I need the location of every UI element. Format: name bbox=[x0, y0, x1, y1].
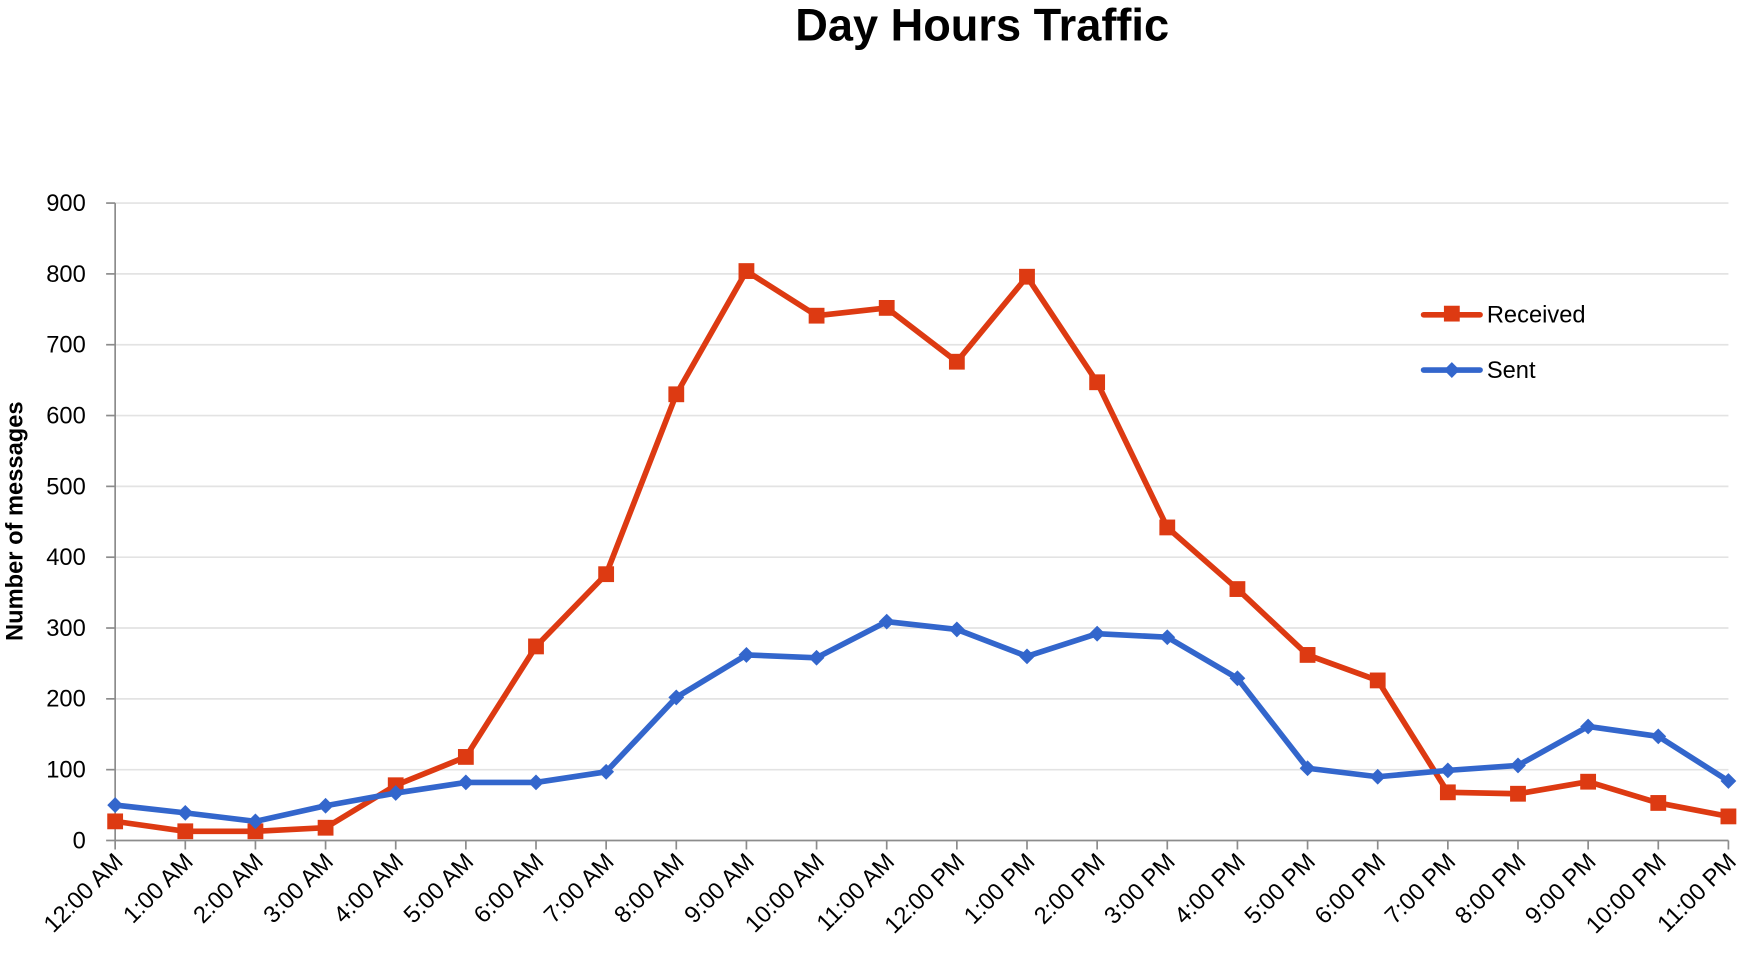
square-marker-icon bbox=[1089, 374, 1106, 391]
x-tick-label: 5:00 AM bbox=[399, 849, 479, 929]
y-tick-label: 600 bbox=[46, 403, 86, 429]
x-tick-label: 1:00 AM bbox=[119, 849, 199, 929]
x-tick-label: 8:00 AM bbox=[610, 849, 690, 929]
square-marker-icon bbox=[1369, 672, 1386, 689]
diamond-marker-icon bbox=[948, 621, 965, 638]
square-marker-icon bbox=[1019, 268, 1035, 285]
y-tick-label: 500 bbox=[46, 474, 86, 500]
square-marker-icon bbox=[1510, 785, 1526, 802]
square-marker-icon bbox=[1650, 795, 1667, 811]
square-marker-icon bbox=[878, 299, 895, 316]
diamond-marker-icon bbox=[1650, 728, 1667, 745]
series-line bbox=[114, 618, 1730, 825]
x-tick-label: 2:00 AM bbox=[189, 849, 269, 929]
series-received bbox=[107, 263, 1737, 840]
y-tick-label: 200 bbox=[46, 687, 86, 713]
square-marker-icon bbox=[1580, 773, 1597, 790]
y-tick-label: 0 bbox=[73, 828, 86, 854]
x-tick-label: 12:00 AM bbox=[39, 849, 128, 938]
legend-label-sent: Sent bbox=[1487, 358, 1536, 384]
square-marker-icon bbox=[1229, 581, 1246, 597]
x-tick-label: 4:00 PM bbox=[1170, 849, 1251, 930]
diamond-marker-icon bbox=[1443, 362, 1460, 378]
square-marker-icon bbox=[317, 819, 334, 836]
diamond-marker-icon bbox=[177, 804, 194, 821]
square-marker-icon bbox=[457, 749, 474, 765]
y-tick-label: 700 bbox=[46, 333, 86, 359]
legend: Received Sent bbox=[1420, 303, 1586, 384]
square-marker-icon bbox=[177, 823, 194, 840]
square-marker-icon bbox=[1439, 784, 1456, 801]
legend-label-received: Received bbox=[1487, 303, 1586, 329]
diamond-marker-icon bbox=[528, 774, 544, 791]
square-marker-icon bbox=[528, 638, 544, 655]
gridlines bbox=[115, 202, 1729, 771]
x-tick-label: 1:00 PM bbox=[959, 849, 1040, 930]
diamond-marker-icon bbox=[1720, 773, 1737, 789]
x-tick-label: 3:00 PM bbox=[1100, 849, 1181, 930]
diamond-marker-icon bbox=[1439, 762, 1456, 779]
diamond-marker-icon bbox=[457, 774, 474, 791]
legend-item-received: Received bbox=[1420, 303, 1586, 329]
y-tick-label: 900 bbox=[46, 191, 86, 217]
diamond-marker-icon bbox=[107, 797, 124, 813]
y-tick-label: 800 bbox=[46, 262, 86, 288]
x-tick-label: 5:00 PM bbox=[1240, 849, 1321, 930]
square-marker-icon bbox=[668, 386, 685, 403]
y-tick-label: 100 bbox=[46, 758, 86, 784]
legend-item-sent: Sent bbox=[1420, 358, 1536, 384]
diamond-marker-icon bbox=[247, 813, 264, 830]
diamond-marker-icon bbox=[317, 797, 334, 814]
series-line bbox=[114, 268, 1729, 835]
diamond-marker-icon bbox=[598, 763, 615, 780]
x-tick-label: 6:00 PM bbox=[1310, 849, 1391, 930]
data-series bbox=[107, 263, 1737, 840]
x-tick-label: 3:00 AM bbox=[259, 849, 339, 929]
x-tick-label: 2:00 PM bbox=[1030, 849, 1111, 930]
x-tick-label: 6:00 AM bbox=[469, 849, 549, 929]
diamond-marker-icon bbox=[387, 785, 404, 801]
x-tick-label: 7:00 AM bbox=[540, 849, 620, 929]
square-marker-icon bbox=[808, 307, 825, 324]
diamond-marker-icon bbox=[878, 613, 895, 630]
square-marker-icon bbox=[107, 813, 124, 830]
y-tick-label: 300 bbox=[46, 616, 86, 642]
square-marker-icon bbox=[948, 353, 965, 370]
axes bbox=[114, 203, 1729, 842]
square-marker-icon bbox=[1299, 647, 1316, 663]
square-marker-icon bbox=[247, 823, 264, 840]
diamond-marker-icon bbox=[668, 689, 685, 706]
square-marker-icon bbox=[1443, 305, 1460, 322]
y-axis-label: Number of messages bbox=[3, 401, 29, 641]
square-marker-icon bbox=[1159, 519, 1176, 536]
diamond-marker-icon bbox=[1019, 648, 1035, 665]
y-axis-ticks: 0 100 200 300 400 500 600 700 800 900 bbox=[46, 191, 116, 854]
square-marker-icon bbox=[598, 566, 615, 583]
diamond-marker-icon bbox=[1159, 629, 1176, 646]
chart-title: Day Hours Traffic bbox=[795, 0, 1169, 51]
x-tick-label: 7:00 PM bbox=[1380, 849, 1461, 930]
series-sent bbox=[107, 613, 1737, 830]
square-marker-icon bbox=[738, 263, 755, 279]
diamond-marker-icon bbox=[808, 649, 825, 666]
x-axis-ticks: 12:00 AM1:00 AM2:00 AM3:00 AM4:00 AM5:00… bbox=[39, 840, 1742, 939]
x-tick-label: 8:00 PM bbox=[1450, 849, 1531, 930]
diamond-marker-icon bbox=[1510, 757, 1526, 774]
y-tick-label: 400 bbox=[46, 545, 86, 571]
square-marker-icon bbox=[1720, 808, 1737, 825]
x-tick-label: 4:00 AM bbox=[329, 849, 409, 929]
diamond-marker-icon bbox=[1369, 768, 1386, 785]
diamond-marker-icon bbox=[738, 647, 755, 663]
